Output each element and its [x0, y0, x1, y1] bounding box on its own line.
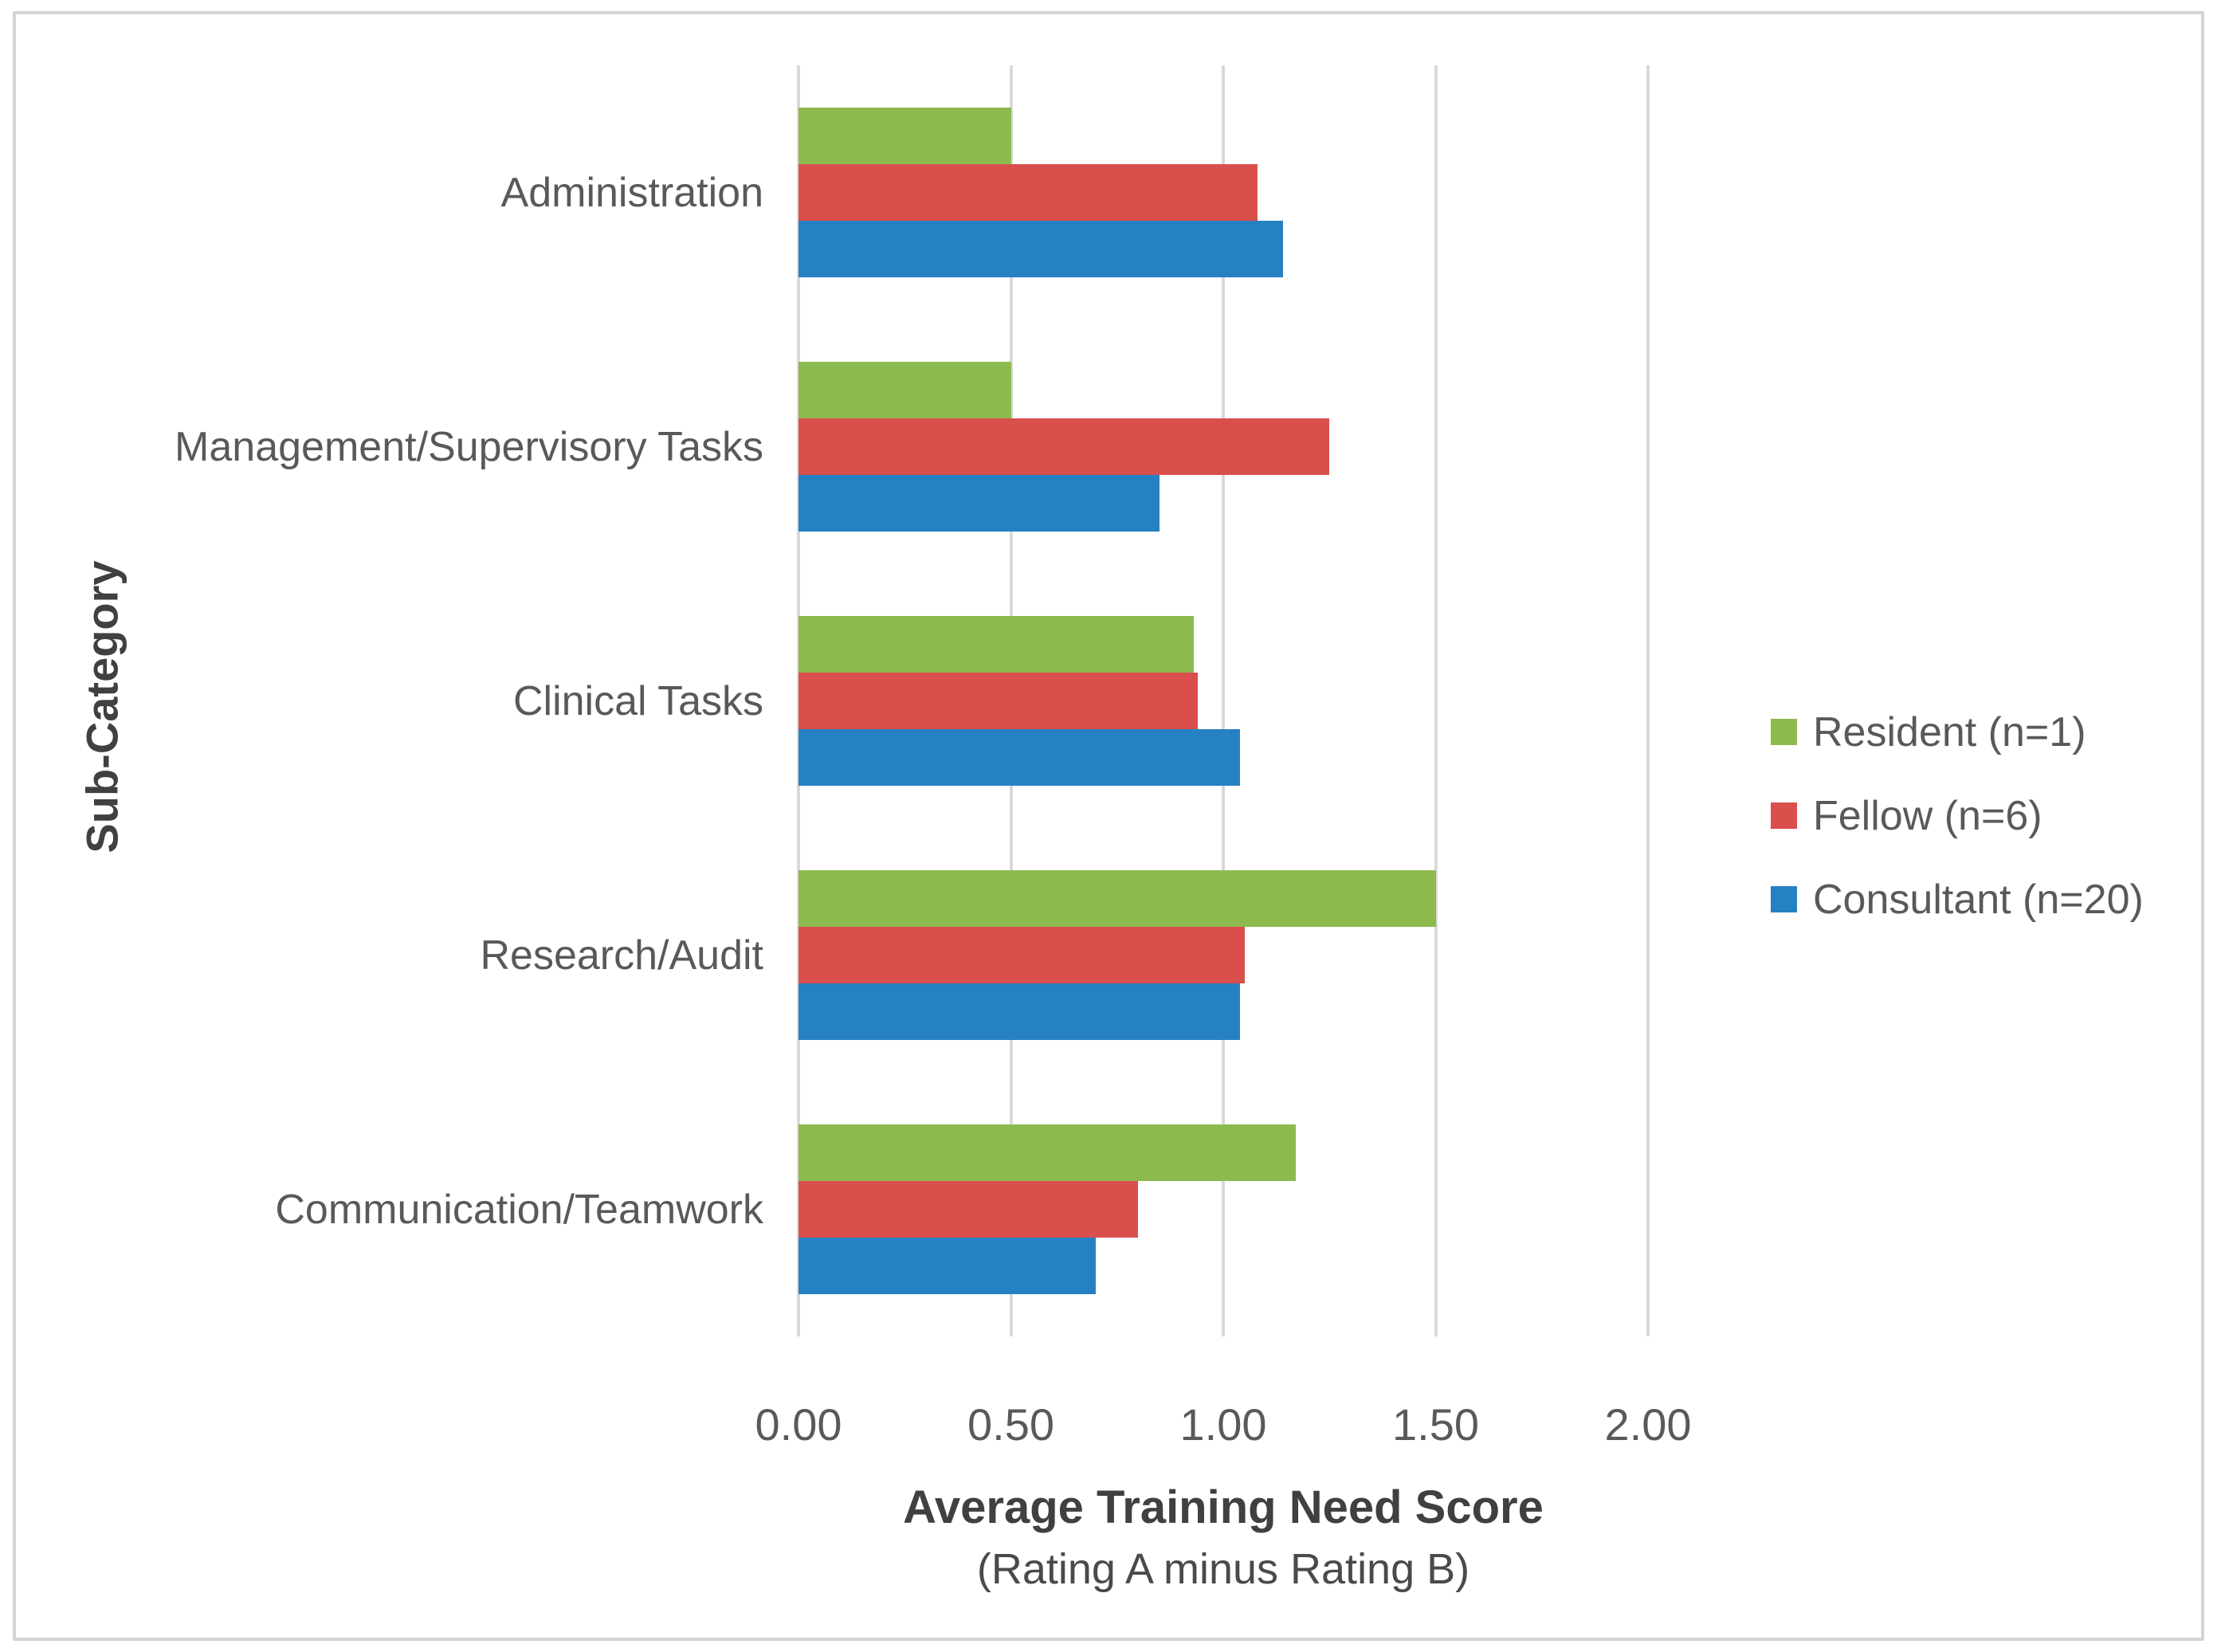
- bar-communication-teamwork-resident: [799, 1124, 1296, 1181]
- category-label: Research/Audit: [480, 932, 763, 979]
- bar-communication-teamwork-consultant: [799, 1238, 1097, 1295]
- x-tick-label: 0.00: [755, 1399, 842, 1450]
- bar-research-audit-resident: [799, 869, 1436, 927]
- x-tick-label: 2.00: [1604, 1399, 1692, 1450]
- gridline-1.50: [1434, 65, 1438, 1336]
- bar-clinical-tasks-resident: [799, 615, 1194, 673]
- x-tick-label: 1.00: [1179, 1399, 1267, 1450]
- bar-clinical-tasks-fellow: [799, 672, 1199, 730]
- bar-communication-teamwork-fellow: [799, 1180, 1139, 1238]
- bar-management-supervisory-tasks-consultant: [799, 475, 1160, 532]
- category-label: Clinical Tasks: [512, 677, 763, 724]
- plot-area: [797, 65, 1650, 1336]
- category-label: Communication/Teamwork: [275, 1186, 763, 1233]
- legend-item: Consultant (n=20): [1771, 857, 2144, 941]
- legend-label: Fellow (n=6): [1813, 792, 2042, 839]
- category-label: Management/Supervisory Tasks: [175, 423, 763, 470]
- legend-label: Consultant (n=20): [1813, 876, 2144, 923]
- gridline-1.00: [1222, 65, 1225, 1336]
- bar-management-supervisory-tasks-resident: [799, 361, 1011, 418]
- bar-research-audit-fellow: [799, 926, 1245, 984]
- x-axis-title: Average Training Need Score: [903, 1481, 1544, 1533]
- bar-administration-fellow: [799, 163, 1258, 222]
- chart-frame: [13, 11, 2204, 1641]
- x-tick-label: 0.50: [967, 1399, 1054, 1450]
- legend-swatch-fellow: [1771, 802, 1797, 829]
- legend-swatch-consultant: [1771, 886, 1797, 912]
- legend-item: Fellow (n=6): [1771, 774, 2144, 857]
- category-label: Administration: [500, 169, 763, 216]
- bar-clinical-tasks-consultant: [799, 729, 1241, 787]
- legend-label: Resident (n=1): [1813, 708, 2086, 755]
- bar-management-supervisory-tasks-fellow: [799, 418, 1330, 476]
- legend-swatch-resident: [1771, 719, 1797, 745]
- gridline-2.00: [1646, 65, 1650, 1336]
- x-tick-label: 1.50: [1392, 1399, 1479, 1450]
- bar-administration-resident: [799, 107, 1011, 164]
- bar-research-audit-consultant: [799, 983, 1241, 1041]
- x-axis-subtitle: (Rating A minus Rating B): [976, 1545, 1470, 1593]
- legend: Resident (n=1) Fellow (n=6) Consultant (…: [1771, 690, 2144, 941]
- legend-item: Resident (n=1): [1771, 690, 2144, 774]
- bar-administration-consultant: [799, 221, 1283, 278]
